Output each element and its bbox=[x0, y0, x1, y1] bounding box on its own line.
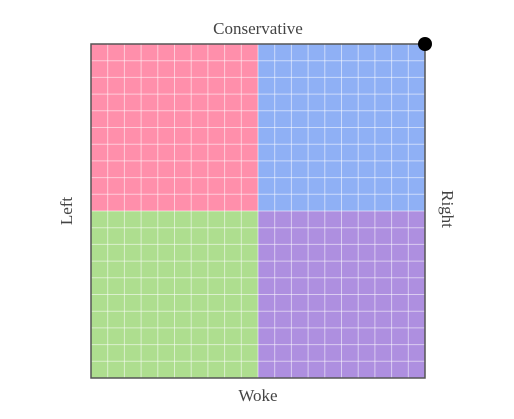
bottom-label: Woke bbox=[238, 386, 277, 405]
left-label: Left bbox=[57, 197, 76, 226]
plot-border bbox=[90, 43, 426, 379]
point bbox=[418, 37, 432, 51]
right-label: Right bbox=[438, 190, 457, 228]
top-label: Conservative bbox=[213, 19, 303, 38]
